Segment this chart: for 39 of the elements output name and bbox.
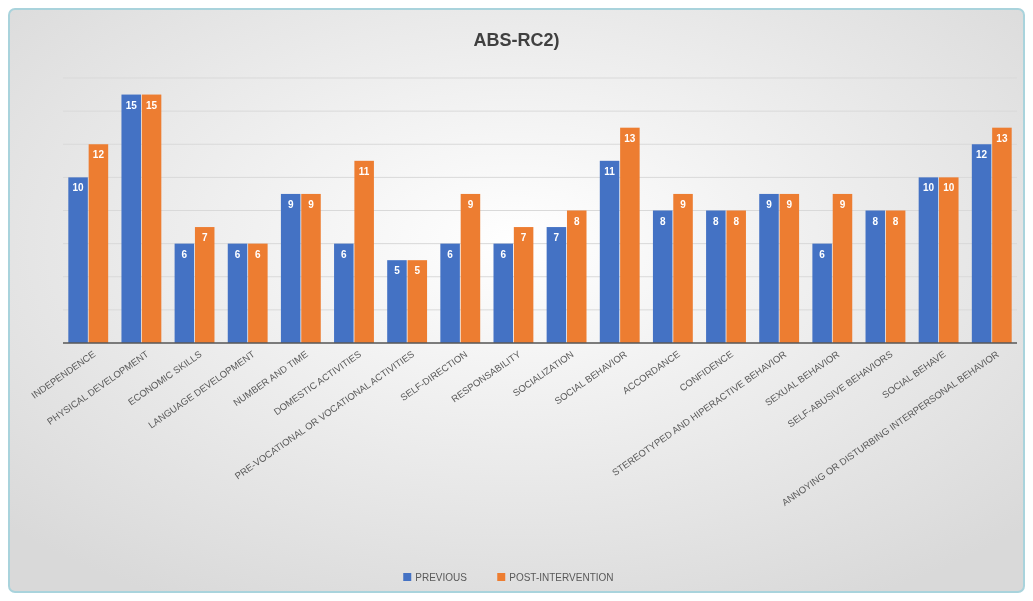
data-label: 8: [872, 215, 879, 227]
data-label: 8: [659, 215, 666, 227]
data-label: 8: [573, 215, 580, 227]
data-label: 9: [467, 198, 474, 210]
legend-label: POST-INTERVENTION: [509, 572, 614, 583]
data-label: 6: [500, 248, 507, 260]
data-label: 9: [287, 198, 294, 210]
data-label: 6: [341, 248, 348, 260]
data-label: 13: [996, 132, 1008, 144]
data-label: 8: [733, 215, 740, 227]
data-label: 5: [414, 265, 421, 277]
data-label: 9: [680, 198, 687, 210]
data-label: 15: [125, 99, 138, 111]
data-label: 15: [146, 99, 158, 111]
data-label: 9: [786, 198, 793, 210]
data-label: 6: [819, 248, 826, 260]
chart-title: ABS-RC2): [473, 30, 560, 50]
data-label: 12: [976, 149, 988, 161]
data-label: 13: [624, 132, 636, 144]
data-label: 9: [839, 198, 846, 210]
data-label: 10: [922, 182, 935, 194]
data-label: 6: [447, 248, 454, 260]
legend-label: PREVIOUS: [415, 572, 468, 583]
data-label: 11: [604, 165, 616, 177]
data-label: 8: [892, 215, 899, 227]
data-label: 6: [255, 248, 262, 260]
data-label: 10: [72, 182, 85, 194]
data-label: 5: [394, 265, 401, 277]
data-label: 10: [943, 182, 955, 194]
data-label: 11: [358, 165, 370, 177]
data-label: 8: [713, 215, 720, 227]
data-label: 7: [553, 232, 560, 244]
data-label: 7: [520, 232, 527, 244]
data-label: 12: [92, 149, 105, 161]
data-label: 7: [201, 232, 208, 244]
data-label: 6: [234, 248, 241, 260]
data-label: 9: [766, 198, 773, 210]
data-label: 9: [308, 198, 315, 210]
data-label: 6: [181, 248, 188, 260]
